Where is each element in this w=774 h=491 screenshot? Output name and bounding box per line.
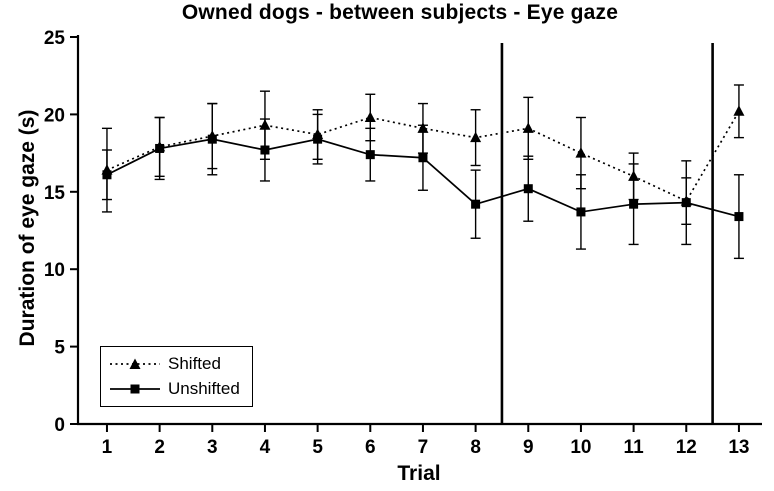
marker-unshifted [523, 184, 533, 194]
marker-unshifted [418, 153, 428, 163]
marker-unshifted [629, 199, 639, 209]
marker-unshifted [207, 134, 217, 144]
x-tick-label: 6 [365, 437, 376, 458]
y-tick-label: 5 [54, 338, 65, 359]
x-tick-label: 3 [207, 437, 218, 458]
marker-unshifted [681, 198, 691, 208]
x-tick-label: 10 [570, 437, 591, 458]
x-tick-label: 8 [470, 437, 481, 458]
square-marker-sample-icon [110, 384, 160, 394]
marker-shifted [733, 105, 745, 116]
y-tick-label: 10 [44, 260, 65, 281]
y-tick-label: 25 [44, 28, 66, 49]
marker-unshifted [102, 170, 112, 180]
marker-shifted [522, 122, 534, 133]
marker-unshifted [260, 145, 270, 155]
y-tick-label: 20 [44, 105, 65, 126]
legend-label-shifted: Shifted [168, 354, 221, 373]
x-tick-label: 13 [728, 437, 749, 458]
marker-unshifted [365, 150, 375, 160]
x-tick-label: 12 [676, 437, 697, 458]
legend-item-shifted: Shifted [109, 353, 240, 375]
x-tick-label: 9 [523, 437, 534, 458]
marker-unshifted [313, 134, 323, 144]
x-tick-label: 4 [260, 437, 271, 458]
marker-unshifted [576, 207, 586, 217]
x-tick-label: 7 [418, 437, 429, 458]
marker-shifted [470, 131, 482, 143]
x-tick-label: 1 [102, 437, 113, 458]
y-tick-label: 15 [44, 183, 66, 204]
triangle-marker-sample-icon [110, 358, 160, 369]
x-tick-label: 11 [624, 437, 645, 458]
x-axis-label: Trial [397, 462, 441, 485]
marker-unshifted [471, 199, 481, 209]
y-tick-label: 0 [54, 415, 65, 436]
x-tick-label: 2 [154, 437, 165, 458]
legend: Shifted Unshifted [100, 346, 253, 407]
marker-unshifted [734, 212, 744, 222]
legend-label-unshifted: Unshifted [168, 379, 240, 398]
marker-shifted [364, 111, 376, 122]
legend-item-unshifted: Unshifted [109, 378, 240, 400]
x-tick-label: 5 [312, 437, 323, 458]
marker-unshifted [155, 143, 165, 153]
marker-shifted [575, 147, 587, 158]
chart-title: Owned dogs - between subjects - Eye gaze [181, 1, 619, 24]
